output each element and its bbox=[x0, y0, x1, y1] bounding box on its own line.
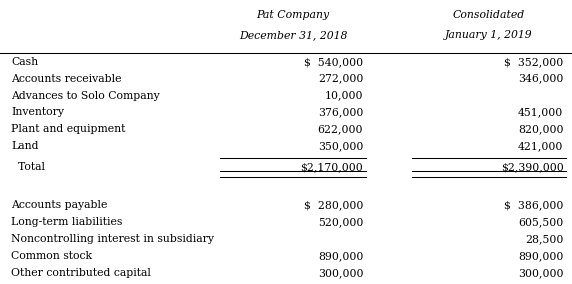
Text: 820,000: 820,000 bbox=[518, 124, 563, 134]
Text: 890,000: 890,000 bbox=[518, 251, 563, 261]
Text: 300,000: 300,000 bbox=[518, 268, 563, 278]
Text: 28,500: 28,500 bbox=[525, 234, 563, 244]
Text: $  352,000: $ 352,000 bbox=[504, 57, 563, 67]
Text: Long-term liabilities: Long-term liabilities bbox=[11, 217, 123, 227]
Text: $2,390,000: $2,390,000 bbox=[500, 162, 563, 172]
Text: 350,000: 350,000 bbox=[318, 141, 363, 151]
Text: $  280,000: $ 280,000 bbox=[304, 201, 363, 210]
Text: Common stock: Common stock bbox=[11, 251, 93, 261]
Text: 272,000: 272,000 bbox=[318, 74, 363, 84]
Text: 451,000: 451,000 bbox=[518, 107, 563, 118]
Text: Accounts receivable: Accounts receivable bbox=[11, 74, 122, 84]
Text: 520,000: 520,000 bbox=[318, 217, 363, 227]
Text: January 1, 2019: January 1, 2019 bbox=[445, 30, 533, 40]
Text: Total: Total bbox=[11, 162, 45, 172]
Text: Other contributed capital: Other contributed capital bbox=[11, 268, 152, 278]
Text: 890,000: 890,000 bbox=[318, 251, 363, 261]
Text: 10,000: 10,000 bbox=[325, 91, 363, 101]
Text: Consolidated: Consolidated bbox=[453, 10, 525, 20]
Text: Pat Company: Pat Company bbox=[257, 10, 329, 20]
Text: Land: Land bbox=[11, 141, 39, 151]
Text: 346,000: 346,000 bbox=[518, 74, 563, 84]
Text: 622,000: 622,000 bbox=[317, 124, 363, 134]
Text: 605,500: 605,500 bbox=[518, 217, 563, 227]
Text: 421,000: 421,000 bbox=[518, 141, 563, 151]
Text: $  386,000: $ 386,000 bbox=[504, 201, 563, 210]
Text: $2,170,000: $2,170,000 bbox=[300, 162, 363, 172]
Text: December 31, 2018: December 31, 2018 bbox=[239, 30, 347, 40]
Text: Noncontrolling interest in subsidiary: Noncontrolling interest in subsidiary bbox=[11, 234, 214, 244]
Text: 300,000: 300,000 bbox=[317, 268, 363, 278]
Text: 376,000: 376,000 bbox=[318, 107, 363, 118]
Text: Advances to Solo Company: Advances to Solo Company bbox=[11, 91, 160, 101]
Text: Accounts payable: Accounts payable bbox=[11, 201, 108, 210]
Text: Cash: Cash bbox=[11, 57, 38, 67]
Text: $  540,000: $ 540,000 bbox=[304, 57, 363, 67]
Text: Plant and equipment: Plant and equipment bbox=[11, 124, 126, 134]
Text: Inventory: Inventory bbox=[11, 107, 65, 118]
